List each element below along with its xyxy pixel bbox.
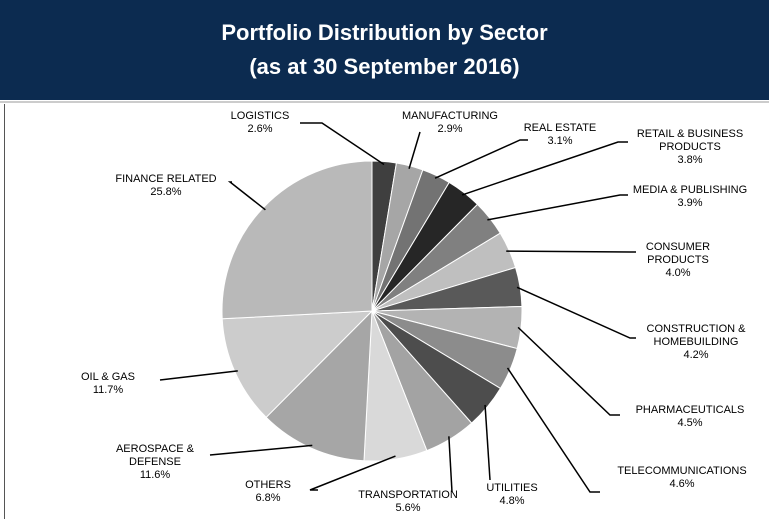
slice-label: PHARMACEUTICALS 4.5% <box>605 404 769 430</box>
slice-label: MEDIA & PUBLISHING 3.9% <box>605 184 769 210</box>
leader-line <box>159 370 238 381</box>
leader-line <box>209 444 313 456</box>
leader-line <box>448 436 453 493</box>
leader-line <box>309 455 396 491</box>
category-label: TRANSPORTATION <box>358 489 458 501</box>
value-label: 2.9% <box>437 123 463 135</box>
category-label: CONSTRUCTION & HOMEBUILDING <box>646 323 746 348</box>
value-label: 11.7% <box>92 384 124 396</box>
category-label: REAL ESTATE <box>523 122 597 134</box>
slice-label: CONSUMER PRODUCTS 4.0% <box>593 241 763 280</box>
slice-label: REAL ESTATE 3.1% <box>475 122 645 148</box>
slice-label: TELECOMMUNICATIONS 4.6% <box>597 465 767 491</box>
category-label: CONSUMER PRODUCTS <box>645 241 711 266</box>
leader-line <box>487 194 628 221</box>
value-label: 6.8% <box>255 492 281 504</box>
value-label: 4.0% <box>665 267 691 279</box>
value-label: 3.8% <box>677 154 703 166</box>
value-label: 25.8% <box>150 186 182 198</box>
category-label: LOGISTICS <box>230 110 290 122</box>
category-label: RETAIL & BUSINESS PRODUCTS <box>636 128 744 153</box>
slice-label: MANUFACTURING 2.9% <box>365 110 535 136</box>
value-label: 11.6% <box>139 469 171 481</box>
slice-label: OIL & GAS 11.7% <box>23 371 193 397</box>
category-label: FINANCE RELATED <box>115 173 217 185</box>
leader-line <box>227 181 266 211</box>
value-label: 3.9% <box>677 197 703 209</box>
value-label: 2.6% <box>247 123 273 135</box>
category-label: OTHERS <box>245 479 291 491</box>
slice-label: FINANCE RELATED 25.8% <box>81 173 251 199</box>
category-label: MANUFACTURING <box>402 110 498 122</box>
category-label: OIL & GAS <box>80 371 135 383</box>
category-label: MEDIA & PUBLISHING <box>632 184 748 196</box>
slice-label: CONSTRUCTION & HOMEBUILDING 4.2% <box>611 323 769 362</box>
leader-line <box>461 141 628 196</box>
slice-label: AEROSPACE & DEFENSE 11.6% <box>70 443 240 482</box>
leader-line <box>484 404 491 481</box>
category-label: PHARMACEUTICALS <box>635 404 745 416</box>
slice-label: LOGISTICS 2.6% <box>175 110 345 136</box>
value-label: 5.6% <box>395 502 421 514</box>
value-label: 4.6% <box>669 478 695 490</box>
pie-slice <box>221 310 374 419</box>
value-label: 4.2% <box>683 349 709 361</box>
header: Portfolio Distribution by Sector (as at … <box>0 0 769 100</box>
slice-label: TRANSPORTATION 5.6% <box>323 489 493 515</box>
leader-line <box>516 286 636 339</box>
slice-label: OTHERS 6.8% <box>183 479 353 505</box>
leader-line <box>506 367 600 493</box>
slice-label: UTILITIES 4.8% <box>427 482 597 508</box>
leader-line <box>506 250 636 253</box>
leader-line <box>517 326 620 416</box>
chart-subtitle: (as at 30 September 2016) <box>249 54 520 79</box>
category-label: AEROSPACE & DEFENSE <box>115 443 195 468</box>
category-label: TELECOMMUNICATIONS <box>617 465 747 477</box>
value-label: 4.5% <box>677 417 703 429</box>
leader-line <box>300 122 385 166</box>
value-label: 4.8% <box>499 495 525 507</box>
value-label: 3.1% <box>547 135 573 147</box>
leader-line <box>408 131 421 169</box>
category-label: UTILITIES <box>486 482 538 494</box>
chart-title: Portfolio Distribution by Sector <box>221 20 548 45</box>
pie-slice <box>265 309 373 462</box>
slice-label: RETAIL & BUSINESS PRODUCTS 3.8% <box>605 128 769 167</box>
leader-line <box>434 139 528 179</box>
